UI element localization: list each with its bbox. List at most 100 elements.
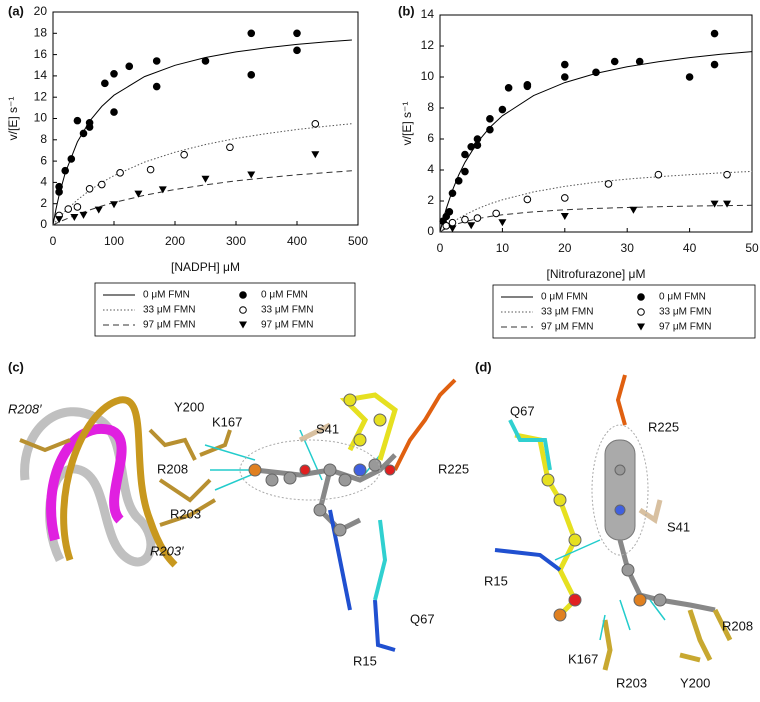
legend-marker — [239, 321, 247, 329]
plot-frame — [439, 14, 753, 233]
marker — [101, 79, 109, 88]
marker — [247, 71, 256, 79]
y-tick-label: 14 — [421, 7, 435, 21]
fmn-sticks — [514, 432, 579, 617]
marker — [201, 175, 210, 183]
fmn-sticks — [339, 392, 398, 461]
x-tick-label: 50 — [745, 241, 759, 255]
marker — [561, 194, 569, 202]
x-tick-label: 500 — [348, 234, 368, 248]
atoms — [248, 393, 396, 537]
marker — [473, 141, 482, 149]
y-tick-label: 12 — [421, 38, 435, 52]
marker — [64, 205, 73, 213]
x-tick-label: 20 — [558, 241, 572, 255]
sticks — [19, 428, 232, 527]
marker — [498, 105, 507, 114]
x-tick-label: 300 — [226, 234, 246, 248]
y-tick-label: 2 — [40, 196, 47, 210]
marker — [486, 115, 494, 123]
marker — [146, 165, 155, 174]
residue-label: Y200 — [680, 675, 710, 690]
marker — [98, 180, 106, 189]
marker — [473, 214, 482, 222]
y-tick-label: 6 — [427, 131, 434, 145]
legend-label: 97 μM FMN — [261, 320, 313, 331]
y-axis-title: v/[E] s⁻¹ — [6, 97, 20, 141]
marker — [110, 201, 118, 209]
marker — [134, 190, 143, 198]
marker — [710, 29, 719, 38]
residue-label: S41 — [316, 421, 339, 436]
marker — [492, 209, 500, 218]
fit-line — [439, 204, 753, 233]
marker — [94, 206, 103, 214]
marker — [723, 200, 732, 208]
y-tick-label: 18 — [34, 25, 48, 39]
marker — [467, 142, 476, 151]
marker — [55, 182, 63, 191]
marker — [467, 222, 476, 230]
legend-label: 0 μM FMN — [659, 292, 706, 303]
legend-label: 97 μM FMN — [659, 322, 711, 333]
legend-label: 0 μM FMN — [143, 290, 190, 301]
marker — [461, 150, 469, 159]
residue-label: R208 — [722, 618, 753, 633]
marker — [654, 170, 663, 179]
fit-line — [439, 170, 753, 233]
residue-label: R203′ — [150, 543, 184, 558]
marker — [152, 57, 161, 65]
marker — [311, 120, 320, 128]
legend-box — [492, 284, 756, 339]
marker — [604, 180, 613, 188]
sticks — [298, 422, 332, 443]
marker — [152, 82, 161, 91]
legend-label: 97 μM FMN — [541, 322, 593, 333]
density-mesh — [239, 439, 381, 501]
y-tick-label: 0 — [427, 224, 434, 238]
fit-line — [52, 170, 352, 226]
x-axis-title: [Nitrofurazone] μM — [547, 267, 646, 281]
density-mesh — [591, 424, 649, 556]
marker — [561, 60, 569, 69]
legend-label: 33 μM FMN — [261, 305, 313, 316]
r225-sticks — [615, 374, 627, 426]
marker — [445, 208, 454, 216]
marker — [247, 29, 256, 38]
marker — [201, 57, 210, 65]
residue-label: R208 — [157, 461, 188, 476]
y-tick-label: 2 — [427, 193, 434, 207]
marker — [442, 222, 451, 230]
residue-label: R203 — [616, 675, 647, 690]
marker — [293, 29, 301, 38]
legend-label: 33 μM FMN — [659, 307, 711, 318]
marker — [461, 167, 469, 176]
residue-label: R203 — [170, 506, 201, 521]
marker — [723, 170, 731, 179]
x-tick-label: 30 — [621, 241, 635, 255]
sticks — [494, 548, 562, 572]
x-tick-label: 40 — [683, 241, 697, 255]
marker — [85, 118, 94, 127]
y-tick-label: 12 — [34, 89, 48, 103]
x-tick-label: 100 — [104, 234, 124, 248]
residue-label: Q67 — [410, 611, 435, 626]
marker — [110, 108, 118, 116]
fit-line — [52, 123, 352, 226]
fad-ring — [604, 439, 636, 541]
marker — [486, 125, 494, 134]
marker — [504, 84, 513, 92]
residue-label: K167 — [212, 414, 242, 429]
y-axis-title: v/[E] s⁻¹ — [400, 102, 414, 146]
marker — [710, 200, 719, 208]
marker — [73, 203, 82, 211]
marker — [110, 69, 118, 78]
ribbon — [46, 423, 127, 542]
sticks — [328, 509, 396, 652]
residue-label: Y200 — [174, 399, 204, 414]
y-tick-label: 6 — [40, 153, 47, 167]
y-tick-label: 8 — [427, 100, 434, 114]
legend-label: 0 μM FMN — [261, 290, 308, 301]
r225-sticks — [393, 378, 457, 471]
h-bonds — [554, 539, 666, 641]
